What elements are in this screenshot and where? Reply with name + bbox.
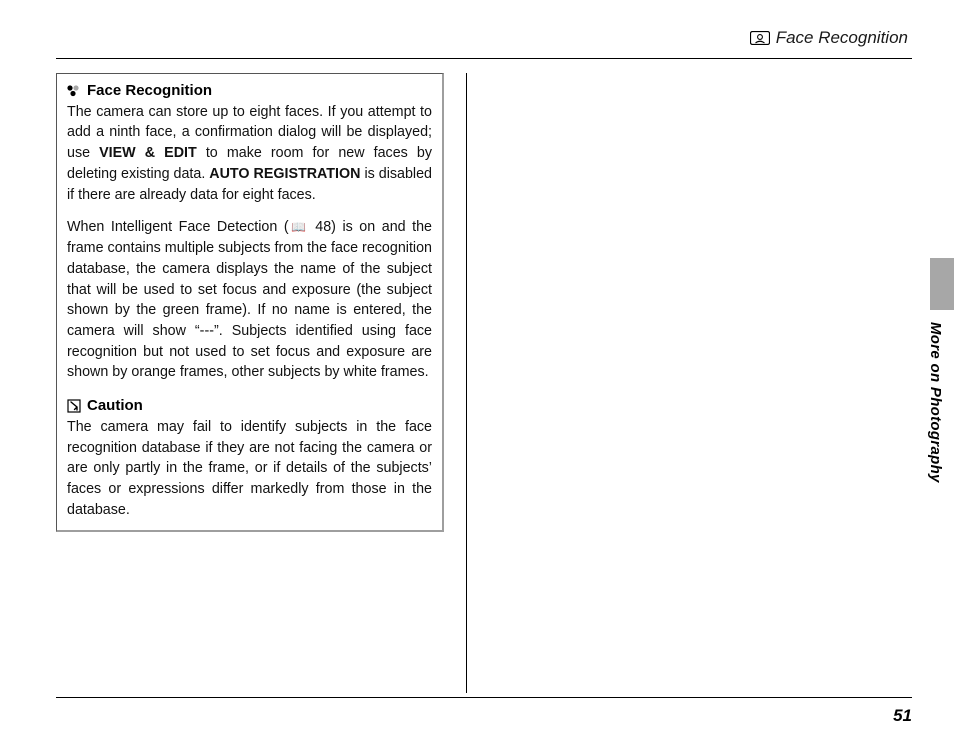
bold-auto-registration: AUTO REGISTRATION	[209, 166, 360, 182]
box-heading-face-recognition: Face Recognition	[67, 80, 432, 102]
note-dots-icon	[67, 85, 81, 97]
left-column: Face Recognition The camera can store up…	[56, 73, 466, 713]
page-header: Face Recognition	[56, 28, 912, 56]
page-number: 51	[893, 706, 912, 726]
text-seg: 48) is on and the frame contains multipl…	[67, 219, 432, 380]
box-heading-text: Face Recognition	[87, 80, 212, 102]
paragraph-storage: The camera can store up to eight faces. …	[67, 102, 432, 206]
paragraph-detection: When Intelligent Face Detection (📖 48) i…	[67, 217, 432, 383]
bold-view-edit: VIEW & EDIT	[99, 145, 197, 161]
right-column	[467, 73, 912, 713]
content-area: Face Recognition The camera can store up…	[56, 73, 912, 713]
box-heading-caution: Caution	[67, 395, 432, 417]
info-box: Face Recognition The camera can store up…	[56, 73, 444, 532]
header-rule	[56, 58, 912, 59]
side-tab	[930, 258, 954, 310]
page-ref-icon: 📖	[289, 220, 309, 234]
box-heading-caution-text: Caution	[87, 395, 143, 417]
page: Face Recognition Face Recognition T	[0, 0, 954, 748]
paragraph-caution: The camera may fail to identify subjects…	[67, 417, 432, 521]
face-mode-icon	[750, 31, 770, 45]
caution-icon	[67, 399, 81, 413]
text-seg: When Intelligent Face Detection (	[67, 219, 289, 235]
footer-rule	[56, 697, 912, 698]
page-header-title: Face Recognition	[776, 28, 908, 48]
side-section-label: More on Photography	[927, 322, 944, 483]
